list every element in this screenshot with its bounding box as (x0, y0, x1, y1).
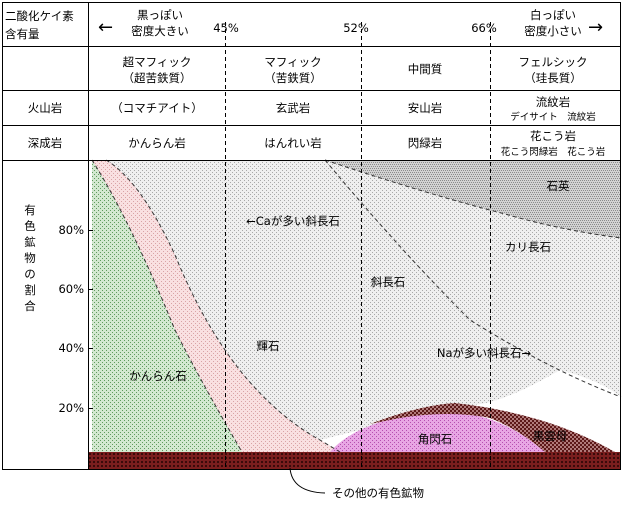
volcanic-basalt: 玄武岩 (276, 101, 311, 115)
label-ca-plagioclase: ←Caが多い斜長石 (246, 214, 340, 228)
corner-label-line1: 二酸化ケイ素 (5, 9, 74, 23)
plutonic-diorite: 閃緑岩 (408, 136, 443, 150)
y-axis-title: 有色鉱物の割合 (24, 203, 36, 313)
biotite-area (370, 403, 615, 452)
plagioclase-area (106, 160, 621, 440)
plutonic-row: 深成岩 かんらん岩 はんれい岩 閃緑岩 花こう岩 花こう閃緑岩 花こう岩 (28, 129, 606, 158)
volcanic-rhyolite: 流紋岩 (536, 95, 571, 109)
column-mafic-line1: マフィック (264, 55, 321, 69)
corner-label-line2: 含有量 (5, 27, 40, 41)
other-mafic-band (88, 452, 621, 470)
mineral-boundaries (91, 159, 622, 453)
olivine-area (92, 160, 242, 452)
silica-tick-52: 52% (343, 21, 369, 35)
y-tick-marks (88, 230, 93, 409)
composition-row: 超マフィック （超苦鉄質） マフィック （苦鉄質） 中間質 フェルシック （珪長… (123, 55, 588, 85)
column-mafic-line2: （苦鉄質） (264, 71, 322, 85)
dark-label-line2: 密度大きい (131, 24, 189, 38)
header-row: 二酸化ケイ素 含有量 ← 黒っぽい 密度大きい 45% 52% 66% 白っぽい… (5, 8, 603, 41)
right-arrow-icon: → (588, 17, 603, 38)
volcanic-rhyolite-sub: デイサイト 流紋岩 (510, 111, 596, 123)
column-intermediate-line1: 中間質 (408, 62, 443, 76)
y-tick-label-20: 20% (58, 401, 84, 415)
volcanic-andesite: 安山岩 (408, 101, 443, 115)
column-felsic-line1: フェルシック (519, 55, 588, 69)
plutonic-row-label: 深成岩 (28, 136, 63, 150)
label-k-feldspar: カリ長石 (505, 240, 551, 254)
other-mafic-callout: その他の有色鉱物 (289, 467, 424, 500)
table-grid (2, 2, 621, 470)
label-amphibole: 角閃石 (418, 432, 453, 446)
y-axis: 80% 60% 40% 20% 有色鉱物の割合 (24, 203, 84, 415)
volcanic-komatiite: （コマチアイト） (111, 101, 202, 115)
label-other-mafic: その他の有色鉱物 (332, 486, 424, 500)
silica-tick-45: 45% (213, 21, 239, 35)
y-tick-label-60: 60% (58, 282, 84, 296)
y-tick-label-80: 80% (58, 223, 84, 237)
column-ultramafic-line1: 超マフィック (123, 55, 192, 69)
label-olivine: かんらん石 (129, 369, 187, 383)
column-felsic-line2: （珪長質） (524, 71, 582, 85)
boundary-kfeldspar-quartz (324, 159, 622, 239)
plutonic-gabbro: はんれい岩 (264, 136, 322, 150)
label-quartz: 石英 (547, 179, 570, 193)
label-pyroxene: 輝石 (257, 339, 280, 353)
mineral-labels: かんらん石 輝石 ←Caが多い斜長石 斜長石 Naが多い斜長石→ カリ長石 石英… (129, 179, 570, 446)
plutonic-granite: 花こう岩 (530, 129, 576, 143)
callout-leader-line (289, 467, 326, 494)
boundary-olivine-pyroxene (91, 159, 243, 453)
label-na-plagioclase: Naが多い斜長石→ (437, 346, 532, 360)
amphibole-area (330, 410, 545, 452)
light-label-line2: 密度小さい (524, 24, 582, 38)
y-tick-label-40: 40% (58, 341, 84, 355)
volcanic-row: 火山岩 （コマチアイト） 玄武岩 安山岩 流紋岩 デイサイト 流紋岩 (28, 95, 596, 123)
volcanic-row-label: 火山岩 (28, 101, 63, 115)
column-ultramafic-line2: （超苦鉄質） (123, 71, 192, 85)
quartz-area (325, 160, 621, 238)
light-label-line1: 白っぽい (530, 8, 576, 22)
plutonic-peridotite: かんらん岩 (128, 136, 186, 150)
mineral-areas (88, 160, 621, 470)
label-plagioclase: 斜長石 (371, 275, 406, 289)
plutonic-granite-sub: 花こう閃緑岩 花こう岩 (501, 146, 606, 158)
pyroxene-area (92, 160, 340, 452)
left-arrow-icon: ← (98, 17, 113, 38)
outer-frame (2, 2, 621, 470)
dark-label-line1: 黒っぽい (137, 8, 183, 22)
silica-tick-66: 66% (471, 21, 497, 35)
silica-divider-lines (225, 22, 491, 470)
label-biotite: 黒雲母 (533, 429, 568, 443)
boundary-pyroxene-plagioclase (105, 159, 341, 453)
